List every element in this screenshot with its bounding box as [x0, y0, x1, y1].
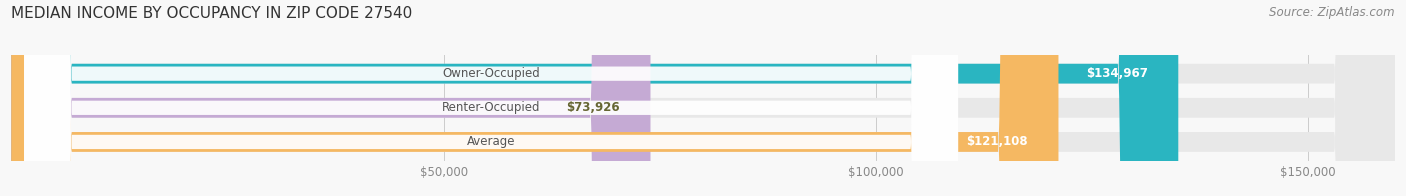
Text: $73,926: $73,926: [567, 101, 620, 114]
Text: Owner-Occupied: Owner-Occupied: [443, 67, 540, 80]
FancyBboxPatch shape: [11, 0, 1395, 196]
FancyBboxPatch shape: [11, 0, 1395, 196]
FancyBboxPatch shape: [11, 0, 651, 196]
FancyBboxPatch shape: [24, 0, 957, 196]
FancyBboxPatch shape: [24, 0, 957, 196]
FancyBboxPatch shape: [11, 0, 1395, 196]
Text: Average: Average: [467, 135, 516, 148]
Text: Source: ZipAtlas.com: Source: ZipAtlas.com: [1270, 6, 1395, 19]
FancyBboxPatch shape: [11, 0, 1178, 196]
Text: $134,967: $134,967: [1087, 67, 1149, 80]
Text: MEDIAN INCOME BY OCCUPANCY IN ZIP CODE 27540: MEDIAN INCOME BY OCCUPANCY IN ZIP CODE 2…: [11, 6, 412, 21]
FancyBboxPatch shape: [11, 0, 1059, 196]
FancyBboxPatch shape: [24, 0, 957, 196]
Text: $121,108: $121,108: [966, 135, 1028, 148]
Text: Renter-Occupied: Renter-Occupied: [441, 101, 540, 114]
